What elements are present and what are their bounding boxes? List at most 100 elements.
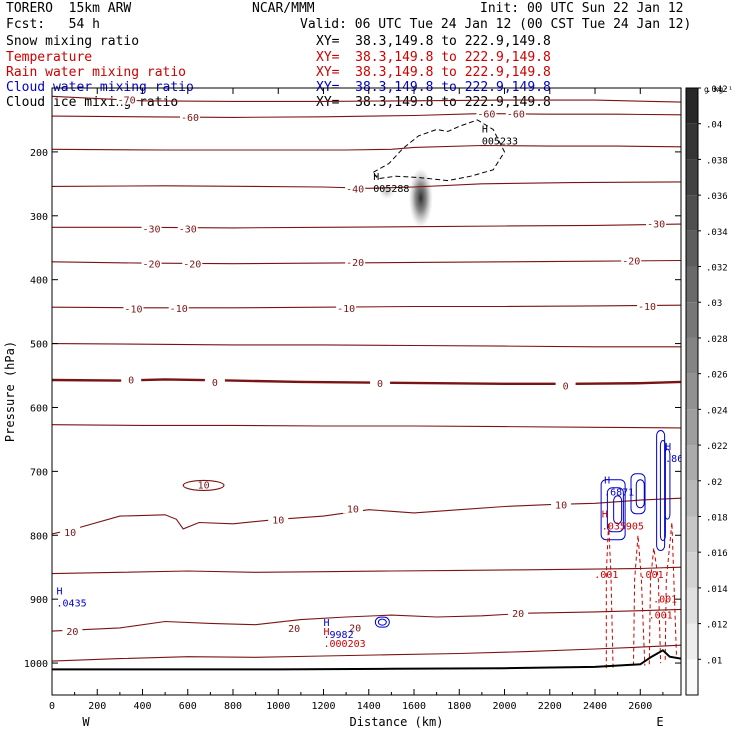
isotherm-label: -20: [345, 255, 366, 269]
max-annotation: H.0435: [57, 586, 87, 609]
cloud-water-contour: [664, 448, 671, 520]
cloud-ice-contour: [372, 119, 506, 182]
max-annotation-value: .868: [665, 454, 689, 465]
isotherm-label-text: 0: [128, 375, 134, 386]
max-annotation-value: .6871: [604, 488, 634, 499]
snow-shading-max: [408, 167, 433, 228]
isotherm-label: -20: [182, 257, 203, 271]
colorbar-segment: [686, 230, 698, 267]
field-name-cloud-water: Cloud water mixing ratio: [6, 80, 194, 95]
isotherm-label: 20: [508, 607, 529, 620]
rain-contour: [605, 522, 614, 669]
x-axis-label: Distance (km): [350, 715, 444, 729]
isotherm-label-bg: [508, 607, 529, 619]
isotherm-label-text: -10: [170, 304, 188, 315]
isotherm-label-bg: [204, 375, 225, 387]
isotherm-label: -20: [621, 254, 642, 268]
rain-label: .001: [653, 594, 677, 605]
isotherm-label-text: -60: [181, 113, 199, 124]
colorbar-tick-label: .024: [706, 406, 728, 416]
colorbar-tick-label: .018: [706, 513, 728, 523]
colorbar-tick-label: .014: [706, 585, 728, 595]
isotherm-label-text: 0: [563, 382, 569, 393]
cloud-water-contour: [635, 479, 645, 509]
isotherm-label-bg: [551, 498, 572, 510]
isotherm-label-text: -30: [143, 225, 161, 236]
y-tick-label: 700: [30, 467, 48, 478]
surface-pressure-line: [52, 649, 681, 671]
isotherm-label-bg: [182, 257, 203, 269]
isotherm-label: -20: [141, 257, 162, 271]
y-tick-label: 300: [30, 212, 48, 223]
isotherm-label-text: 0: [377, 379, 383, 390]
field-xy-snow: XY= 38.3,149.8 to 222.9,149.8: [316, 34, 551, 49]
x-tick-label: 800: [224, 701, 242, 712]
isotherm-label: -40: [345, 182, 366, 195]
y-tick-label: 900: [30, 595, 48, 606]
isotherm-label-text: -20: [183, 260, 201, 271]
y-tick-label: 200: [30, 148, 48, 159]
x-tick-label: 1600: [402, 701, 426, 712]
isotherm-label-text: -20: [346, 258, 364, 269]
isotherm-label: 0: [370, 377, 391, 390]
cloud-water-contour: [374, 616, 390, 628]
y-tick-label: 400: [30, 276, 48, 287]
isotherm-label: 0: [121, 373, 142, 386]
x-tick-label: 1400: [357, 701, 381, 712]
rain-label: .001: [594, 570, 618, 581]
isotherm-label-bg: [177, 222, 198, 234]
rain-contour: [648, 547, 662, 665]
isotherm-label: 20: [284, 621, 305, 635]
forecast-hour: Fcst: 54 h: [6, 17, 100, 32]
colorbar-segment: [686, 88, 698, 124]
cloud-water-contour: [630, 473, 646, 515]
isotherm-label-text: 10: [555, 501, 567, 512]
colorbar-frame: [685, 87, 699, 696]
max-annotation-value: .000203: [324, 639, 366, 650]
isotherm-label-bg: [370, 377, 391, 389]
isotherm-line: [52, 304, 681, 309]
isotherm-label-bg: [123, 302, 144, 314]
isotherm-label-text: -10: [638, 302, 656, 313]
isotherm-line: [52, 144, 681, 151]
isotherm-label-bg: [345, 255, 366, 267]
isotherm-label-text: -60: [477, 110, 495, 121]
isotherm-label-text: 10: [272, 515, 284, 526]
field-xy-temperature: XY= 38.3,149.8 to 222.9,149.8: [316, 50, 551, 65]
colorbar-segment: [686, 159, 698, 196]
colorbar-segment: [686, 587, 698, 624]
colorbar-tick-label: .042: [706, 85, 728, 95]
colorbar-segment: [686, 516, 698, 553]
colorbar-tick-label: .03: [706, 299, 722, 309]
colorbar-tick-label: .038: [706, 156, 728, 166]
isotherm-closed-label: 10: [198, 480, 210, 491]
max-annotation-value: 005233: [482, 136, 518, 147]
isotherm-label-text: 10: [347, 504, 359, 515]
isotherm-label-bg: [621, 254, 642, 266]
isotherm-label-text: -30: [179, 225, 197, 236]
cloud-water-contour: [613, 495, 623, 525]
max-annotation: H.9982: [324, 618, 354, 641]
colorbar-segment: [686, 337, 698, 374]
colorbar-segment: [686, 373, 698, 410]
y-tick-label: 500: [30, 340, 48, 351]
colorbar-tick-label: .028: [706, 335, 728, 345]
colorbar-segment: [686, 659, 698, 695]
x-tick-label: 600: [179, 701, 197, 712]
isotherm-label: 0: [204, 375, 225, 389]
field-xy-cloud-ice: XY= 38.3,149.8 to 222.9,149.8: [316, 95, 551, 110]
colorbar-tick-label: .022: [706, 442, 728, 452]
isotherm-label-bg: [116, 93, 137, 105]
center-title: NCAR/MMM: [252, 1, 315, 16]
isotherm-label-bg: [342, 502, 363, 514]
isotherm-label-text: -10: [337, 304, 355, 315]
isotherm-label-bg: [345, 182, 366, 194]
colorbar-segment: [686, 195, 698, 231]
colorbar-segment: [686, 623, 698, 660]
colorbar-segment: [686, 123, 698, 160]
field-name-snow: Snow mixing ratio: [6, 34, 140, 49]
isotherm-label-bg: [637, 299, 658, 311]
isotherm-label: 10: [551, 498, 572, 512]
